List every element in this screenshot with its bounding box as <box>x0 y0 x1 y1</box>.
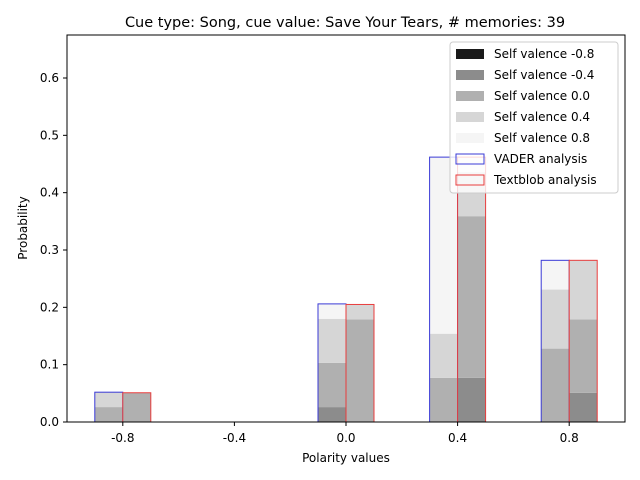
bar-segment <box>429 333 458 378</box>
bar-segment <box>429 377 458 422</box>
y-tick-label: 0.0 <box>40 415 59 429</box>
legend-swatch <box>456 91 484 101</box>
bar-segment <box>569 392 598 422</box>
legend-label: Self valence 0.4 <box>494 110 590 124</box>
bar-segment <box>457 377 486 422</box>
y-tick-label: 0.6 <box>40 71 59 85</box>
legend: Self valence -0.8 Self valence -0.4 Self v… <box>449 41 619 194</box>
legend-swatch <box>455 174 485 186</box>
x-tick-label: -0.4 <box>223 431 246 445</box>
bar-segment <box>94 407 123 422</box>
bar-segment <box>541 348 570 422</box>
y-tick-label: 0.3 <box>40 243 59 257</box>
y-tick-label: 0.1 <box>40 358 59 372</box>
y-axis: 0.0 0.1 0.2 0.3 0.4 0.5 0.6 <box>40 71 67 429</box>
y-axis-label: Probability <box>16 196 30 259</box>
y-tick-label: 0.2 <box>40 300 59 314</box>
y-tick-label: 0.5 <box>40 128 59 142</box>
bar-segment <box>318 303 346 319</box>
chart-title: Cue type: Song, cue value: Save Your Tea… <box>125 15 565 31</box>
legend-swatch <box>455 153 485 165</box>
x-tick-label: -0.8 <box>111 431 134 445</box>
x-tick-label: 0.8 <box>560 431 579 445</box>
legend-frame <box>449 41 619 194</box>
bar-segment <box>318 318 346 363</box>
bar-segment <box>318 407 346 422</box>
bar-segment <box>569 260 598 320</box>
bar-segment <box>122 392 151 422</box>
x-axis-label: Polarity values <box>302 451 390 465</box>
bar-segment <box>318 362 346 408</box>
x-axis: -0.8 -0.4 0.0 0.4 0.8 <box>111 422 579 445</box>
x-tick-label: 0.4 <box>448 431 467 445</box>
bar-segment <box>346 319 374 422</box>
legend-swatch <box>456 49 484 59</box>
bar-segment <box>541 289 570 349</box>
legend-swatch <box>456 70 484 80</box>
bar-segment <box>541 260 570 290</box>
legend-label: Textblob analysis <box>493 173 597 187</box>
bar-segment <box>457 216 486 378</box>
bar-segment <box>94 392 123 408</box>
y-tick-label: 0.4 <box>40 186 59 200</box>
legend-swatch <box>456 133 484 143</box>
bar-segment <box>346 304 374 320</box>
legend-label: Self valence 0.0 <box>494 89 590 103</box>
legend-label: VADER analysis <box>494 152 587 166</box>
legend-label: Self valence -0.4 <box>494 68 594 82</box>
legend-swatch <box>456 112 484 122</box>
bars-layer <box>94 156 598 423</box>
legend-label: Self valence -0.8 <box>494 47 594 61</box>
legend-label: Self valence 0.8 <box>494 131 590 145</box>
bar-segment <box>569 319 598 393</box>
x-tick-label: 0.0 <box>336 431 355 445</box>
